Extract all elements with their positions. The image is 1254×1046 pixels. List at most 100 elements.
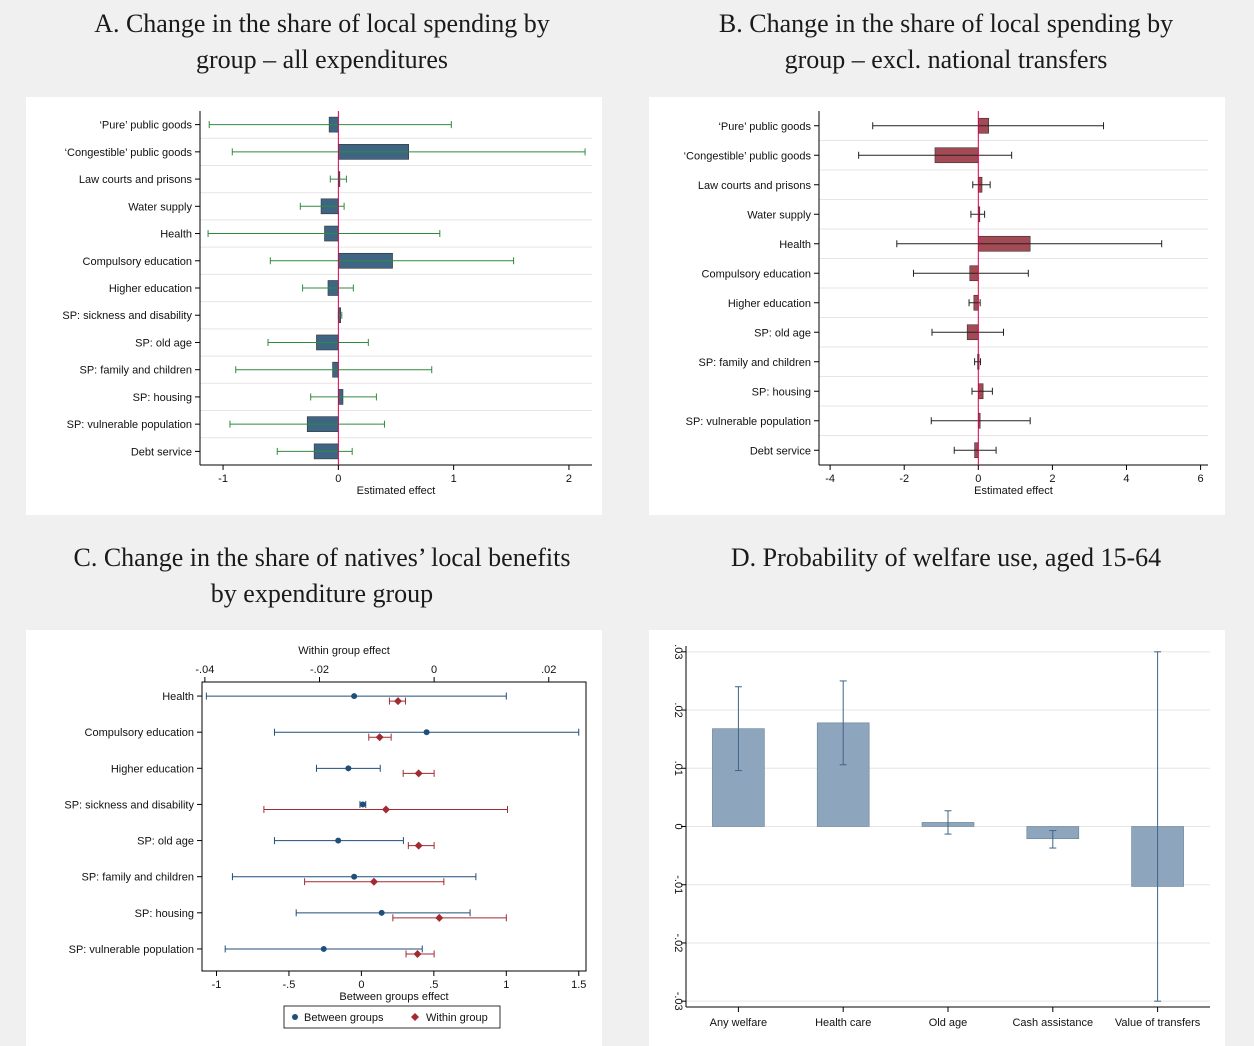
chart-d-label-value-of-transfers: Value of transfers	[1115, 1017, 1201, 1029]
chart-c-top-tick-label: 0	[431, 664, 437, 676]
chart-c-legend-within-label: Within group	[426, 1012, 488, 1024]
chart-b-label-debt-service: Debt service	[750, 445, 811, 457]
chart-c-between-point-sp-old-age	[335, 837, 342, 844]
chart-c: -1 -.5 0 .5 1 1.5 Between groups effect -.04 -.0…	[64, 645, 587, 1029]
chart-a-label-sp-housing: SP: housing	[133, 392, 192, 404]
chart-c-x-tick-label: 1	[503, 979, 509, 991]
chart-c-within-point-compulsory-education	[375, 733, 384, 742]
chart-d-y-tick-label: -.03	[672, 992, 684, 1011]
chart-b-label-sp-housing: SP: housing	[752, 386, 811, 398]
chart-b-label-pure-public-goods: ‘Pure’ public goods	[718, 121, 811, 133]
chart-c-plot-frame	[201, 681, 587, 972]
chart-a: -1 0 1 2 Estimated effect ‘Pure’ public goods…	[62, 111, 592, 497]
chart-c-within-point-sp-sickness-and-disability	[381, 805, 390, 814]
chart-d-panel: -.03 -.02 -.01 0 .01 .02 .03 Any welfare Health …	[649, 630, 1225, 1046]
chart-d-y-tick-label: .03	[672, 644, 684, 659]
chart-c-x-axis-label: Between groups effect	[339, 991, 448, 1003]
chart-b: -4 -2 0 2 4 6 Estimated effect ‘Pure’ public go…	[684, 111, 1208, 497]
chart-c-top-tick-label: .02	[541, 664, 556, 676]
chart-c-x-tick-label: -.5	[283, 979, 296, 991]
chart-c-between-point-higher-education	[345, 765, 352, 772]
chart-b-label-compulsory-education: Compulsory education	[702, 268, 811, 280]
chart-d-y-tick-label: .02	[672, 702, 684, 717]
chart-c-x-tick-label: .5	[429, 979, 438, 991]
chart-b-x-axis-label: Estimated effect	[974, 485, 1053, 497]
chart-c-label-sp-old-age: SP: old age	[137, 836, 194, 848]
chart-a-label-water-supply: Water supply	[128, 201, 192, 213]
chart-a-x-tick-label: 2	[566, 473, 572, 485]
chart-c-legend-within-marker	[411, 1013, 419, 1021]
chart-b-label-sp-family-and-children: SP: family and children	[699, 357, 812, 369]
chart-a-x-tick-label: 0	[335, 473, 341, 485]
chart-d-label-old-age: Old age	[929, 1017, 968, 1029]
chart-c-x-tick-label: 1.5	[571, 979, 586, 991]
chart-d-y-tick-label: 0	[672, 823, 684, 829]
chart-a-label-health: Health	[160, 229, 192, 241]
chart-b-label-law-courts-and-prisons: Law courts and prisons	[698, 180, 812, 192]
chart-b-label-sp-old-age: SP: old age	[754, 327, 811, 339]
chart-b-x-tick-label: 4	[1123, 473, 1129, 485]
chart-c-legend-box	[283, 1005, 501, 1029]
chart-a-label-sp-old-age: SP: old age	[135, 337, 192, 349]
chart-c-label-sp-sickness-and-disability: SP: sickness and disability	[64, 799, 194, 811]
chart-d-label-any-welfare: Any welfare	[710, 1017, 767, 1029]
chart-b-x-tick-label: 6	[1198, 473, 1204, 485]
chart-b-x-tick-label: 2	[1049, 473, 1055, 485]
chart-c-label-sp-family-and-children: SP: family and children	[82, 872, 195, 884]
chart-c-label-sp-vulnerable-population: SP: vulnerable population	[69, 944, 194, 956]
chart-c-within-point-sp-housing	[435, 913, 444, 922]
chart-c-between-point-sp-vulnerable-population	[320, 945, 327, 952]
chart-a-x-tick-label: 1	[451, 473, 457, 485]
chart-d-y-tick-label: -.01	[672, 875, 684, 894]
chart-b-x-tick-label: 0	[975, 473, 981, 485]
chart-b-label-higher-education: Higher education	[728, 298, 811, 310]
chart-a-panel: -1 0 1 2 Estimated effect ‘Pure’ public goods…	[26, 97, 602, 515]
chart-c-within-point-higher-education	[414, 769, 423, 778]
chart-c-between-point-sp-sickness-and-disability	[359, 801, 366, 808]
chart-b-label-sp-vulnerable-population: SP: vulnerable population	[686, 416, 811, 428]
chart-a-label-higher-education: Higher education	[109, 283, 192, 295]
chart-c-legend-between-label: Between groups	[304, 1012, 384, 1024]
chart-c-label-higher-education: Higher education	[111, 763, 194, 775]
panel-d-title: D. Probability of welfare use, aged 15-6…	[730, 543, 1162, 572]
chart-a-x-axis-label: Estimated effect	[357, 485, 436, 497]
chart-c-between-point-sp-housing	[378, 909, 385, 916]
chart-a-label-sp-sickness-and-disability: SP: sickness and disability	[62, 310, 192, 322]
chart-c-within-point-sp-family-and-children	[369, 877, 378, 886]
chart-c-label-sp-housing: SP: housing	[135, 908, 194, 920]
chart-c-within-point-sp-vulnerable-population	[413, 949, 422, 958]
chart-a-x-tick-label: -1	[218, 473, 228, 485]
chart-b-x-tick-label: -2	[899, 473, 909, 485]
chart-c-top-tick-label: -.02	[310, 664, 329, 676]
panel-a-title: A. Change in the share of local spending…	[94, 9, 550, 74]
chart-d-y-tick-label: -.02	[672, 933, 684, 952]
chart-c-top-axis-label: Within group effect	[298, 645, 390, 657]
chart-c-x-tick-label: 0	[358, 979, 364, 991]
chart-c-x-tick-label: -1	[212, 979, 222, 991]
chart-b-x-tick-label: -4	[825, 473, 835, 485]
chart-a-label-debt-service: Debt service	[131, 446, 192, 458]
chart-b-label-congestible-public-goods: ‘Congestible’ public goods	[684, 150, 812, 162]
chart-a-label-compulsory-education: Compulsory education	[83, 256, 192, 268]
chart-c-between-point-sp-family-and-children	[351, 873, 358, 880]
chart-d-label-cash-assistance: Cash assistance	[1012, 1017, 1093, 1029]
chart-c-label-health: Health	[162, 691, 194, 703]
chart-c-top-tick-label: -.04	[195, 664, 214, 676]
chart-d-y-tick-label: .01	[672, 761, 684, 776]
chart-c-within-point-health	[394, 697, 403, 706]
chart-c-panel: -1 -.5 0 .5 1 1.5 Between groups effect -.04 -.0…	[26, 630, 602, 1046]
panel-c-title: C. Change in the share of natives’ local…	[73, 543, 571, 608]
panel-b-title: B. Change in the share of local spending…	[718, 9, 1174, 74]
chart-c-label-compulsory-education: Compulsory education	[85, 727, 194, 739]
chart-b-label-health: Health	[779, 239, 811, 251]
chart-c-legend-between-marker	[292, 1014, 298, 1020]
chart-a-label-law-courts-and-prisons: Law courts and prisons	[79, 174, 193, 186]
chart-d: -.03 -.02 -.01 0 .01 .02 .03 Any welfare Health …	[672, 644, 1210, 1029]
chart-b-label-water-supply: Water supply	[747, 209, 811, 221]
chart-a-label-sp-vulnerable-population: SP: vulnerable population	[67, 419, 192, 431]
chart-b-panel: -4 -2 0 2 4 6 Estimated effect ‘Pure’ public go…	[649, 97, 1225, 515]
chart-c-between-point-health	[351, 693, 358, 700]
chart-a-label-congestible-public-goods: ‘Congestible’ public goods	[65, 147, 193, 159]
chart-d-label-health-care: Health care	[815, 1017, 871, 1029]
chart-a-label-pure-public-goods: ‘Pure’ public goods	[99, 120, 192, 132]
